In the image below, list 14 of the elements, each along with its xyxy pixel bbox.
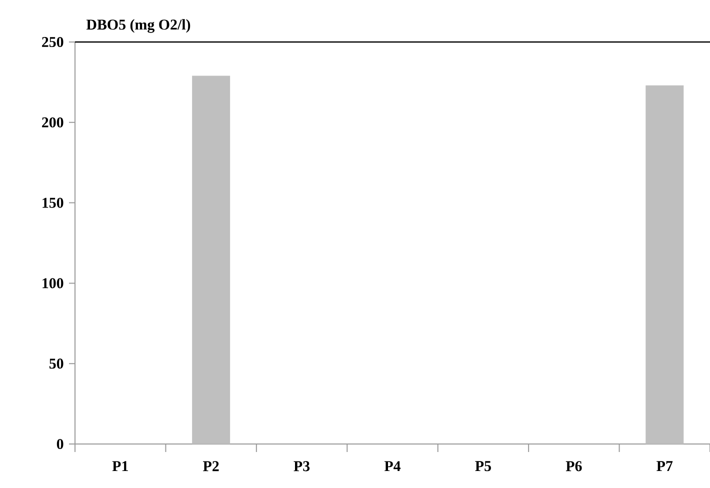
y-tick-label: 200 [42,117,64,128]
y-tick-label: 250 [42,36,64,48]
y-tick-label: 0 [56,438,64,450]
x-tick-label: P3 [294,461,310,472]
y-tick-label: 50 [49,358,64,369]
y-tick-label: 100 [42,278,64,288]
chart-title: DBO5 (mg O2/l) [86,19,190,33]
x-tick-label: P2 [203,461,219,472]
x-tick-label: P1 [112,461,128,472]
x-tick-label: P7 [656,461,673,471]
x-tick-label: P4 [384,461,401,472]
y-tick-label: 150 [42,198,64,208]
x-tick-label: P6 [566,461,582,472]
x-tick-label: P5 [475,461,491,472]
